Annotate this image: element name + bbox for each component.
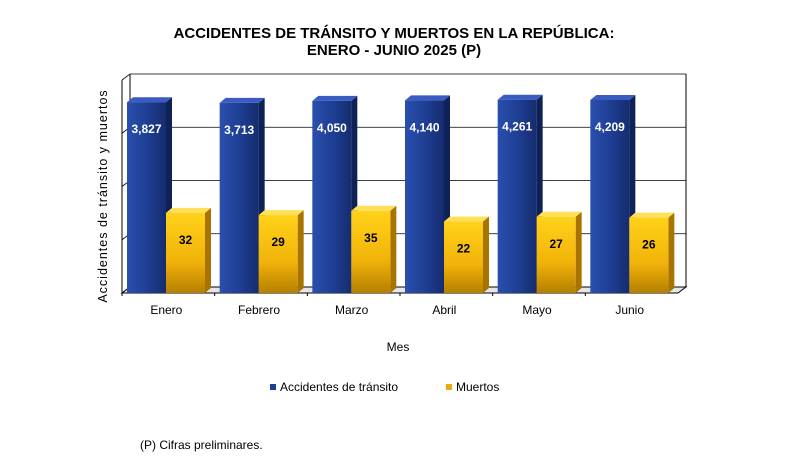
bar-muertos: 32 bbox=[166, 207, 211, 293]
x-axis-ticks: Enero Febrero Marzo Abril Mayo Junio bbox=[121, 293, 644, 317]
bar-top bbox=[219, 97, 265, 103]
x-tick-label: Mayo bbox=[522, 303, 552, 317]
data-label: 4,209 bbox=[595, 120, 625, 134]
bar-front bbox=[351, 210, 391, 293]
legend: Accidentes de tránsito Muertos bbox=[270, 380, 499, 394]
data-label: 29 bbox=[271, 235, 285, 249]
bar-side bbox=[205, 207, 211, 293]
legend-swatch-muertos bbox=[446, 384, 452, 390]
bar-accidentes: 3,827 bbox=[127, 97, 172, 293]
bar-top bbox=[351, 205, 397, 211]
bar-top bbox=[405, 95, 450, 101]
bar-front bbox=[127, 102, 166, 293]
bar-muertos: 22 bbox=[444, 216, 489, 293]
data-label: 3,827 bbox=[131, 122, 161, 136]
bar-muertos: 35 bbox=[351, 205, 397, 293]
data-label: 27 bbox=[549, 237, 563, 251]
x-tick-label: Enero bbox=[150, 303, 182, 317]
legend-swatch-accidentes bbox=[270, 384, 276, 390]
bar-muertos: 27 bbox=[536, 211, 582, 293]
data-label: 22 bbox=[457, 242, 471, 256]
y-axis-label: Accidentes de tránsito y muertos bbox=[96, 89, 110, 302]
chart-subtitle: ENERO - JUNIO 2025 (P) bbox=[307, 42, 481, 59]
x-tick-label: Abril bbox=[432, 303, 456, 317]
legend-label-muertos: Muertos bbox=[456, 380, 499, 394]
bar-front bbox=[444, 221, 483, 293]
bar-top bbox=[444, 216, 489, 222]
data-label: 35 bbox=[364, 231, 378, 245]
bars-layer: 3,827 32 3,713 29 4,050 35 4,140 22 4,261 27 4,209… bbox=[127, 94, 675, 294]
bar-side bbox=[297, 210, 304, 293]
data-label: 4,140 bbox=[409, 120, 439, 134]
x-tick-label: Marzo bbox=[335, 303, 369, 317]
bar-top bbox=[590, 95, 636, 101]
x-tick-label: Junio bbox=[615, 303, 644, 317]
bar-front bbox=[219, 102, 259, 294]
bar-accidentes: 4,050 bbox=[312, 95, 358, 294]
bar-front bbox=[536, 216, 576, 293]
bar-top bbox=[497, 94, 543, 100]
bar-front bbox=[629, 217, 669, 293]
data-label: 32 bbox=[179, 233, 193, 247]
bar-side bbox=[390, 205, 397, 293]
bar-front bbox=[258, 215, 298, 293]
x-tick-label: Febrero bbox=[238, 303, 280, 317]
bar-muertos: 29 bbox=[258, 210, 304, 293]
bar-top bbox=[127, 97, 172, 103]
bar-front bbox=[312, 100, 352, 294]
bar-top bbox=[166, 207, 211, 213]
legend-label-accidentes: Accidentes de tránsito bbox=[280, 380, 398, 394]
bar-muertos: 26 bbox=[629, 212, 675, 293]
data-label: 4,261 bbox=[502, 120, 532, 134]
bar-front bbox=[166, 212, 205, 293]
bar-accidentes: 4,261 bbox=[497, 94, 543, 293]
bar-accidentes: 4,209 bbox=[590, 95, 636, 293]
bar-side bbox=[668, 212, 675, 293]
bar-accidentes: 3,713 bbox=[219, 97, 265, 294]
footnote: (P) Cifras preliminares. bbox=[140, 438, 263, 452]
bar-top bbox=[312, 95, 358, 101]
bar-front bbox=[405, 100, 444, 293]
bar-side bbox=[575, 211, 582, 293]
bar-side bbox=[483, 216, 489, 293]
x-axis-label: Mes bbox=[387, 340, 410, 354]
bar-top bbox=[629, 212, 675, 218]
data-label: 4,050 bbox=[317, 121, 347, 135]
data-label: 26 bbox=[642, 238, 656, 252]
bar-top bbox=[536, 211, 582, 217]
bar-top bbox=[258, 210, 304, 216]
bar-front bbox=[590, 100, 630, 293]
chart-title: ACCIDENTES DE TRÁNSITO Y MUERTOS EN LA R… bbox=[174, 24, 615, 42]
bar-front bbox=[497, 99, 537, 293]
data-label: 3,713 bbox=[224, 123, 254, 137]
bar-accidentes: 4,140 bbox=[405, 95, 450, 293]
